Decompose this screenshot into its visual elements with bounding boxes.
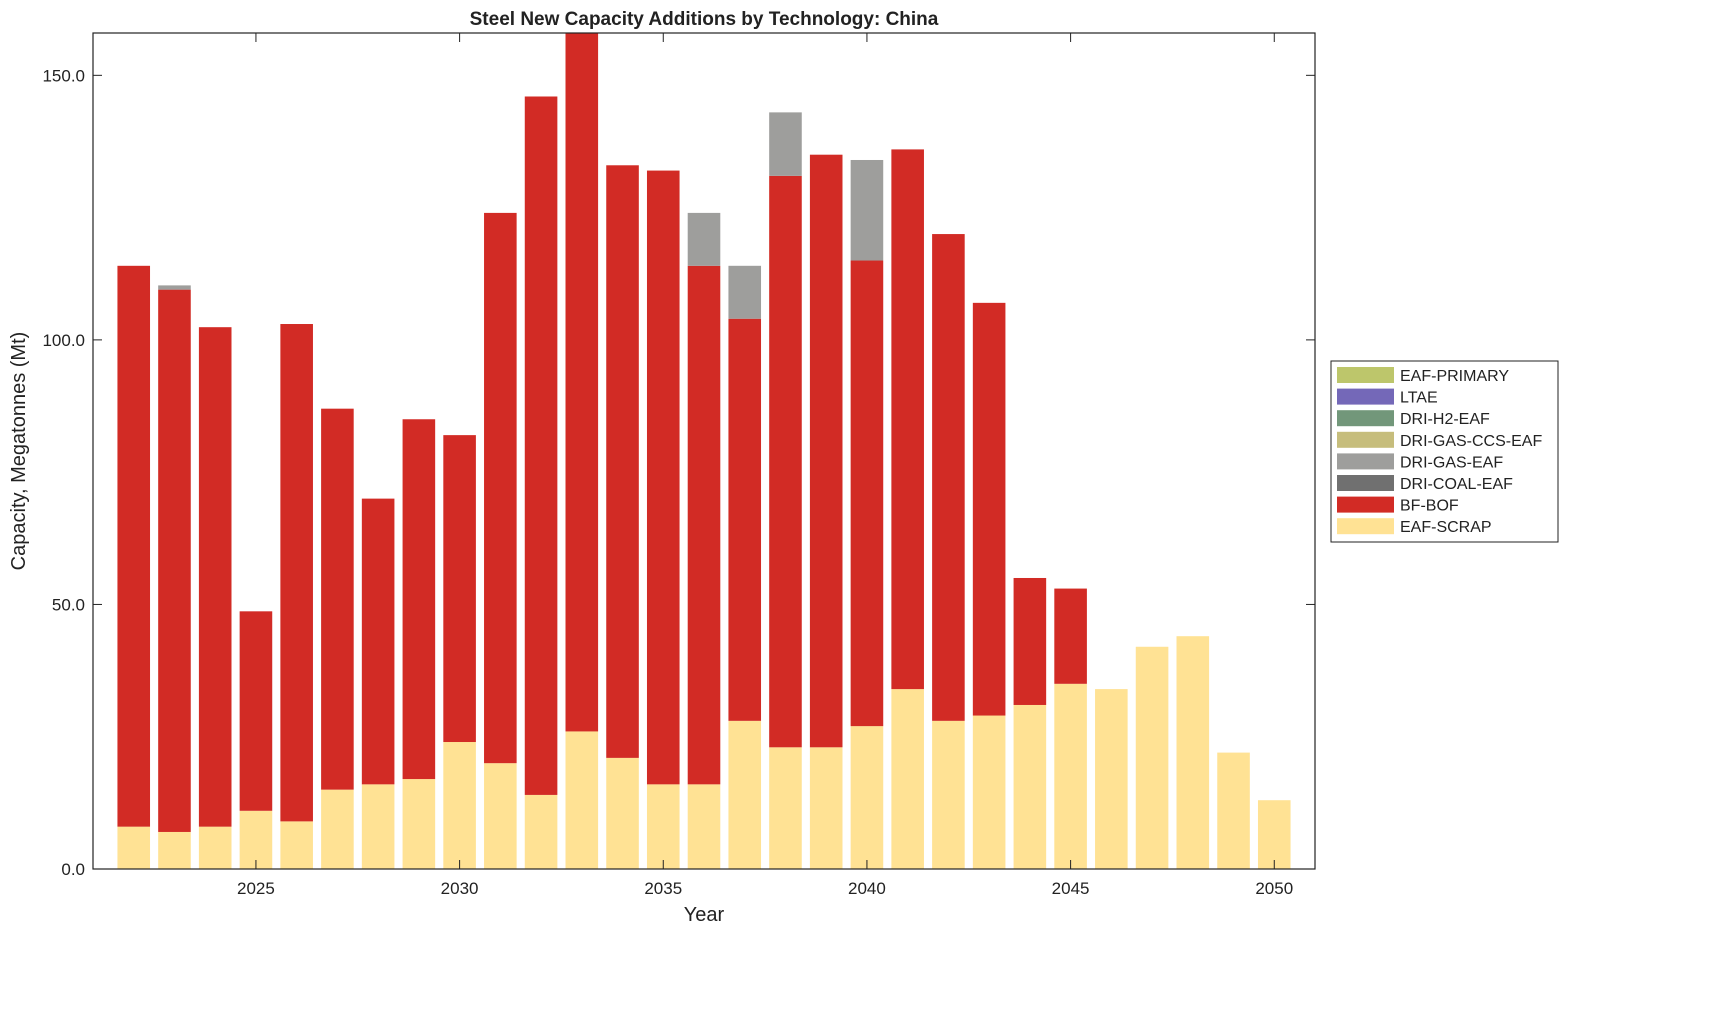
x-tick-label: 2030 (441, 879, 479, 898)
bar-eaf-scrap-2043 (972, 715, 1006, 869)
legend-box (1330, 360, 1559, 543)
bar-bf-bof-2027 (321, 408, 354, 790)
bar-eaf-scrap-2041 (891, 689, 924, 869)
bar-eaf-scrap-2047 (1135, 646, 1169, 869)
bar-bf-bof-2032 (524, 96, 558, 795)
legend-swatch-dri-gas-eaf (1337, 453, 1394, 470)
bar-bf-bof-2038 (769, 175, 802, 748)
bar-eaf-scrap-2039 (809, 747, 843, 869)
bar-bf-bof-2031 (484, 212, 517, 764)
bar-eaf-scrap-2031 (484, 763, 517, 869)
bar-eaf-scrap-2044 (1013, 704, 1047, 869)
bar-bf-bof-2044 (1013, 577, 1047, 705)
legend-swatch-bf-bof (1337, 496, 1394, 513)
bar-bf-bof-2034 (606, 165, 639, 758)
bar-eaf-scrap-2022 (117, 826, 151, 869)
bar-eaf-scrap-2032 (524, 794, 558, 869)
bar-eaf-scrap-2027 (321, 789, 354, 869)
plot-frame (92, 32, 1316, 870)
bar-eaf-scrap-2034 (606, 757, 639, 869)
bar-eaf-scrap-2036 (687, 784, 721, 869)
bar-bf-bof-2028 (361, 498, 395, 785)
bar-bf-bof-2042 (932, 234, 965, 721)
bar-bf-bof-2041 (891, 149, 924, 690)
axes: 2025 2030 2035 2040 2045 2050 0.0 50.0 100.0 150.… (42, 33, 1315, 898)
bar-bf-bof-2022 (117, 265, 151, 827)
legend-label: DRI-GAS-EAF (1400, 454, 1503, 471)
y-axis-label: Capacity, Megatonnes (Mt) (8, 332, 30, 571)
bar-eaf-scrap-2046 (1095, 689, 1128, 869)
bar-eaf-scrap-2040 (850, 726, 884, 869)
bar-eaf-scrap-2024 (198, 826, 232, 869)
bar-eaf-scrap-2049 (1217, 752, 1250, 869)
bar-eaf-scrap-2048 (1176, 636, 1210, 869)
x-tick-label: 2045 (1052, 879, 1090, 898)
chart-title: Steel New Capacity Additions by Technolo… (470, 9, 939, 30)
legend-swatch-dri-coal-eaf (1337, 475, 1394, 491)
x-tick-label: 2025 (237, 879, 275, 898)
bar-bf-bof-2040 (850, 260, 884, 727)
bar-bf-bof-2045 (1054, 588, 1087, 684)
y-tick-label: 50.0 (52, 595, 85, 614)
x-tick-label: 2035 (644, 879, 682, 898)
bar-dri-gas-eaf-2040 (850, 159, 884, 261)
legend: EAF-PRIMARY LTAE DRI-H2-EAF DRI-GAS-CCS-EAF… (1330, 360, 1559, 543)
legend-label: EAF-PRIMARY (1400, 368, 1509, 385)
bar-eaf-scrap-2050 (1257, 800, 1291, 869)
legend-swatch-eaf-primary (1337, 367, 1394, 383)
bar-eaf-scrap-2033 (565, 731, 599, 869)
x-tick-label: 2050 (1255, 879, 1293, 898)
legend-label: EAF-SCRAP (1400, 519, 1492, 536)
bar-eaf-scrap-2038 (769, 747, 802, 869)
legend-swatch-dri-h2-eaf (1337, 410, 1394, 427)
legend-label: DRI-H2-EAF (1400, 411, 1490, 428)
x-axis-label: Year (684, 904, 725, 926)
bar-eaf-scrap-2028 (361, 784, 395, 869)
bar-bf-bof-2035 (646, 170, 680, 785)
bar-eaf-scrap-2030 (443, 742, 476, 869)
bar-dri-gas-eaf-2023 (158, 285, 191, 290)
bar-eaf-scrap-2042 (932, 720, 965, 869)
bars (117, 33, 1291, 869)
bar-dri-gas-eaf-2038 (769, 112, 802, 176)
x-tick-label: 2040 (848, 879, 886, 898)
legend-label: BF-BOF (1400, 498, 1459, 515)
bar-bf-bof-2026 (280, 324, 313, 822)
bar-bf-bof-2043 (972, 302, 1006, 716)
bar-eaf-scrap-2025 (239, 810, 273, 869)
y-tick-label: 0.0 (61, 860, 85, 879)
bar-eaf-scrap-2037 (728, 720, 762, 869)
bar-bf-bof-2024 (198, 327, 232, 827)
bar-bf-bof-2029 (402, 419, 436, 780)
bar-bf-bof-2025 (239, 611, 273, 811)
legend-swatch-eaf-scrap (1337, 518, 1394, 535)
bar-eaf-scrap-2045 (1054, 683, 1087, 869)
legend-label: DRI-GAS-CCS-EAF (1400, 433, 1542, 450)
legend-label: DRI-COAL-EAF (1400, 476, 1513, 493)
legend-swatch-dri-gas-ccs-eaf (1337, 431, 1394, 448)
bar-bf-bof-2023 (158, 289, 191, 832)
bar-eaf-scrap-2026 (280, 821, 313, 869)
bar-eaf-scrap-2029 (402, 779, 436, 869)
bar-dri-gas-eaf-2036 (687, 212, 721, 266)
y-tick-label: 100.0 (42, 331, 85, 350)
bar-eaf-scrap-2035 (646, 784, 680, 869)
bar-eaf-scrap-2023 (158, 831, 191, 869)
bar-bf-bof-2037 (728, 318, 762, 721)
legend-label: LTAE (1400, 390, 1438, 407)
bar-bf-bof-2039 (809, 154, 843, 748)
legend-swatch-ltae (1337, 388, 1394, 405)
y-tick-label: 150.0 (42, 66, 85, 85)
bar-bf-bof-2030 (443, 435, 476, 743)
bar-bf-bof-2036 (687, 265, 721, 785)
bar-bf-bof-2033 (565, 33, 599, 732)
bar-dri-gas-eaf-2037 (728, 265, 762, 319)
